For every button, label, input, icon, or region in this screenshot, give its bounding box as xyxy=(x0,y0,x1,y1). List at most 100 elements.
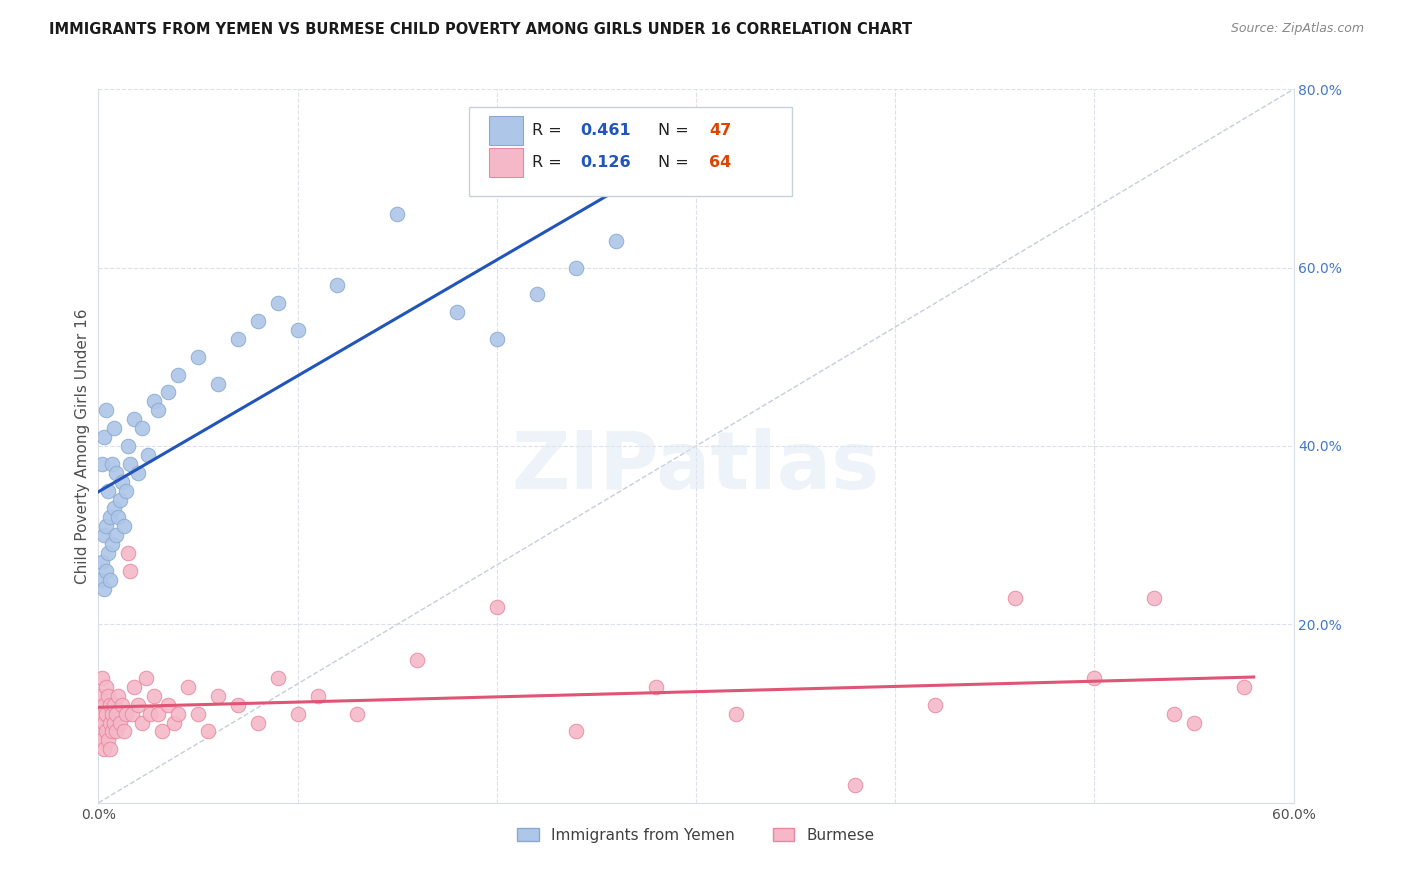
Point xyxy=(565,260,588,275)
Point xyxy=(103,501,125,516)
Point xyxy=(98,715,122,730)
Point xyxy=(385,207,409,221)
Point xyxy=(139,706,162,721)
Point xyxy=(105,706,128,721)
Point xyxy=(91,457,114,471)
Point xyxy=(724,706,747,721)
Text: R =: R = xyxy=(533,155,567,170)
Bar xyxy=(489,116,523,145)
Point xyxy=(103,715,125,730)
Point xyxy=(101,457,124,471)
Point xyxy=(96,564,118,578)
Point xyxy=(107,689,129,703)
Point xyxy=(89,573,111,587)
Point xyxy=(197,724,219,739)
Point xyxy=(112,519,135,533)
Point xyxy=(167,368,190,382)
Point xyxy=(1083,671,1105,685)
Point xyxy=(844,778,866,792)
Point xyxy=(163,715,186,730)
Point xyxy=(105,724,128,739)
Point xyxy=(406,653,429,667)
Point xyxy=(526,287,548,301)
Point xyxy=(117,439,139,453)
Point xyxy=(97,733,120,747)
Point xyxy=(446,305,468,319)
Point xyxy=(93,742,115,756)
Point xyxy=(112,724,135,739)
Point xyxy=(287,323,309,337)
Point xyxy=(111,698,134,712)
Point xyxy=(103,698,125,712)
Point xyxy=(93,582,115,596)
Point xyxy=(107,510,129,524)
Text: 0.126: 0.126 xyxy=(581,155,631,170)
Point xyxy=(124,412,146,426)
Point xyxy=(89,689,111,703)
Point xyxy=(267,296,290,310)
Point xyxy=(91,671,114,685)
Point xyxy=(645,680,668,694)
Point xyxy=(136,448,159,462)
Point xyxy=(93,715,115,730)
Point xyxy=(103,421,125,435)
Point xyxy=(1182,715,1205,730)
Point xyxy=(97,483,120,498)
Point xyxy=(246,715,269,730)
Point xyxy=(207,376,229,391)
Text: 47: 47 xyxy=(709,123,731,138)
Point xyxy=(207,689,229,703)
Point xyxy=(101,706,124,721)
Point xyxy=(150,724,173,739)
Point xyxy=(187,706,209,721)
Legend: Immigrants from Yemen, Burmese: Immigrants from Yemen, Burmese xyxy=(512,822,880,848)
Point xyxy=(131,421,153,435)
Point xyxy=(96,519,118,533)
Point xyxy=(148,403,170,417)
Text: ZIPatlas: ZIPatlas xyxy=(512,428,880,507)
Text: Source: ZipAtlas.com: Source: ZipAtlas.com xyxy=(1230,22,1364,36)
Text: N =: N = xyxy=(658,155,693,170)
Point xyxy=(91,733,114,747)
Point xyxy=(157,698,180,712)
Text: 64: 64 xyxy=(709,155,731,170)
Point xyxy=(115,483,138,498)
Point xyxy=(117,546,139,560)
Point xyxy=(1143,591,1166,605)
Point xyxy=(127,698,149,712)
Point xyxy=(121,706,143,721)
Point xyxy=(226,698,249,712)
Y-axis label: Child Poverty Among Girls Under 16: Child Poverty Among Girls Under 16 xyxy=(75,309,90,583)
Point xyxy=(565,724,588,739)
Point xyxy=(226,332,249,346)
Point xyxy=(105,466,128,480)
Text: 0.461: 0.461 xyxy=(581,123,631,138)
Point xyxy=(98,510,122,524)
Point xyxy=(91,555,114,569)
Bar xyxy=(489,148,523,177)
Point xyxy=(307,689,329,703)
Point xyxy=(93,528,115,542)
Point xyxy=(97,689,120,703)
Point xyxy=(485,332,508,346)
Point xyxy=(101,724,124,739)
Point xyxy=(110,715,132,730)
Point xyxy=(1163,706,1185,721)
Point xyxy=(148,706,170,721)
Point xyxy=(105,528,128,542)
Point xyxy=(110,492,132,507)
Point xyxy=(91,706,114,721)
Point xyxy=(267,671,290,685)
FancyBboxPatch shape xyxy=(470,107,792,196)
Point xyxy=(287,706,309,721)
Point xyxy=(98,698,122,712)
Point xyxy=(115,706,138,721)
Point xyxy=(605,234,627,248)
Point xyxy=(96,724,118,739)
Point xyxy=(924,698,946,712)
Point xyxy=(346,706,368,721)
Point xyxy=(1004,591,1026,605)
Point xyxy=(187,350,209,364)
Point xyxy=(120,457,142,471)
Text: N =: N = xyxy=(658,123,693,138)
